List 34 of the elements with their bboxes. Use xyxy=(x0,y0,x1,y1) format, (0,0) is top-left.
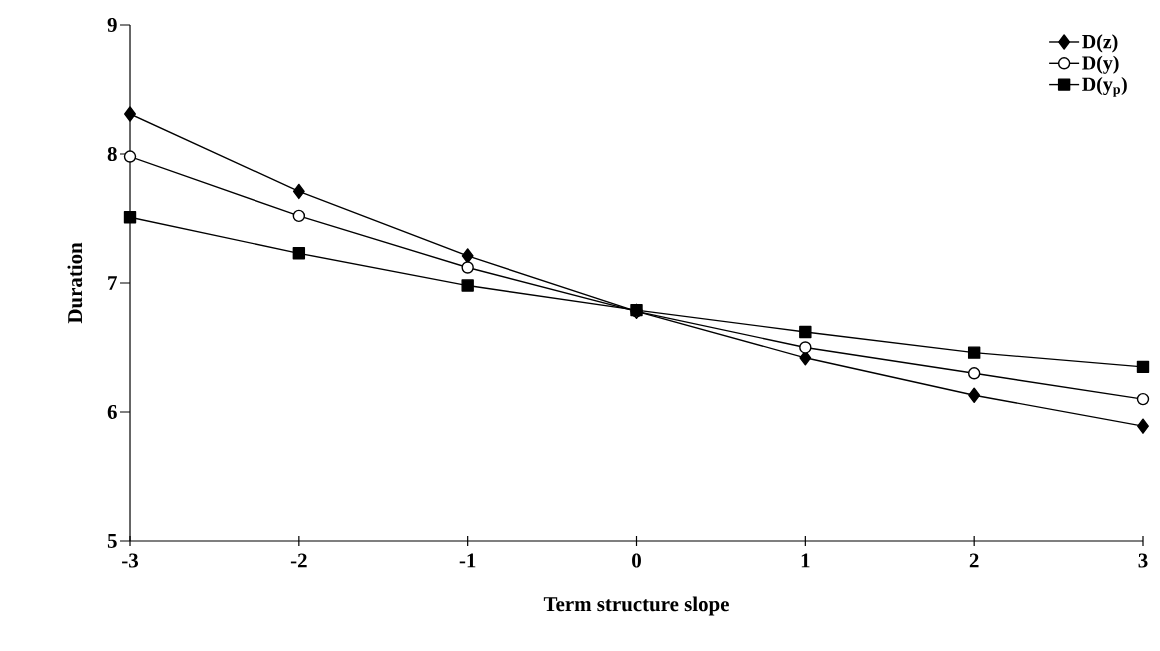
point xyxy=(968,387,981,403)
x-tick-label: -2 xyxy=(290,553,307,568)
point xyxy=(461,248,474,264)
y-tick-label: 8 xyxy=(107,146,117,162)
y-axis-title: Duration xyxy=(67,242,83,324)
point xyxy=(967,367,981,380)
point xyxy=(1136,392,1150,406)
point xyxy=(292,209,306,223)
x-tick-label: 2 xyxy=(969,553,979,568)
point xyxy=(123,150,137,163)
y-tick-label: 5 xyxy=(107,534,117,548)
point xyxy=(799,341,812,354)
point xyxy=(799,325,812,339)
point xyxy=(967,346,981,359)
point xyxy=(1137,418,1149,434)
point xyxy=(292,247,306,260)
x-tick-label: -1 xyxy=(459,553,476,568)
x-tick-label: -3 xyxy=(122,553,139,568)
x-tick-label: 1 xyxy=(801,553,810,568)
legend-label: D(y$_{p}$) xyxy=(1082,76,1127,97)
x-tick-label: 3 xyxy=(1138,553,1148,568)
x-axis-title: Term structure slope xyxy=(543,596,729,616)
y-tick-label: 9 xyxy=(107,17,117,33)
point xyxy=(123,211,137,224)
point xyxy=(461,261,474,274)
x-tick-label: 0 xyxy=(632,553,641,568)
legend-label: D(z) xyxy=(1082,34,1118,53)
y-tick-label: 6 xyxy=(107,404,117,420)
legend-label: D(y) xyxy=(1082,55,1119,74)
point xyxy=(292,183,305,200)
point xyxy=(124,106,136,122)
point xyxy=(461,279,474,292)
y-tick-label: 7 xyxy=(108,276,117,290)
point xyxy=(1136,360,1150,374)
